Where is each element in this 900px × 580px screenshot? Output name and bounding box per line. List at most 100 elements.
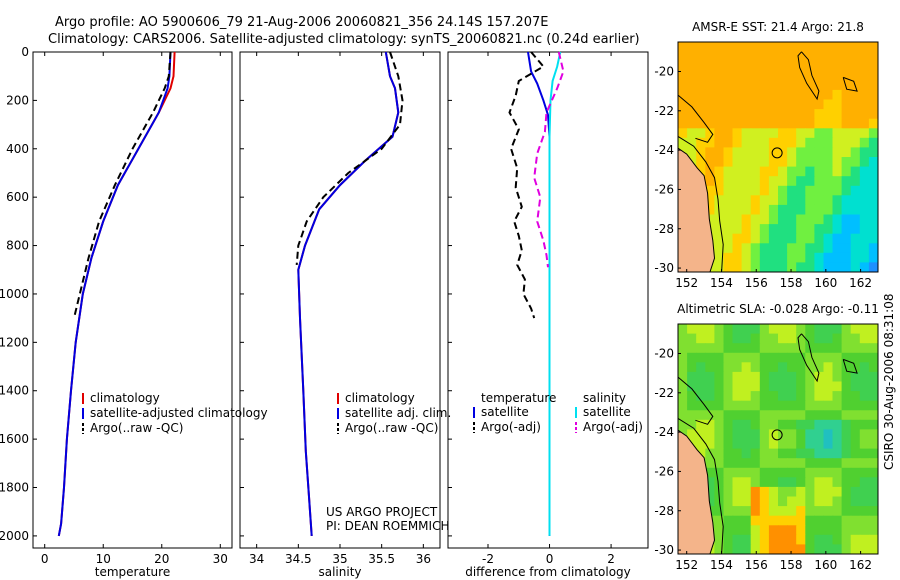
map-cell [759,262,770,272]
map-cell [732,185,743,196]
map-cell [805,214,815,225]
map-cell [696,128,706,139]
header-line1: Argo profile: AO 5900606_79 21-Aug-2006 … [55,15,548,30]
x-tick-label: 158 [780,276,803,290]
map-cell [796,525,806,536]
map-cell [841,99,852,110]
map-cell [787,544,797,554]
map-cell [723,233,734,244]
map-cell [841,214,852,225]
map-cell [859,61,870,72]
map-cell [759,410,770,421]
map-cell [823,204,834,216]
map-cell [750,477,761,488]
map-cell [705,195,715,206]
map-cell [805,486,815,498]
map-cell [805,137,815,148]
map-cell [705,419,715,430]
map-cell [732,89,743,101]
map-cell [859,343,870,354]
map-cell [814,51,825,62]
map-cell [759,419,770,430]
map-cell [723,352,734,363]
map-cell [750,252,761,263]
map-cell [841,89,852,101]
map-cell [796,243,806,254]
map-cell [778,324,788,335]
map-cell [787,458,797,469]
map-cell [796,515,806,526]
map-cell [723,243,734,254]
map-cell [814,410,825,421]
map-cell [778,243,788,254]
map-cell [859,185,870,196]
map-cell [768,410,779,421]
map-cell [796,439,806,450]
map-cell [778,70,788,81]
map-cell [759,515,770,526]
map-cell [714,515,725,526]
map-cell [750,42,761,53]
map-cell [859,477,870,488]
x-tick-label: 20 [154,552,169,566]
map-cell [832,525,843,536]
map-cell [796,324,806,335]
map-cell [850,439,861,450]
map-cell [841,439,852,450]
map-cell [741,109,752,120]
map-cell [759,343,770,354]
map-cell [723,185,734,196]
map-cell [778,352,788,363]
map-cell [678,61,688,72]
map-cell [859,352,870,363]
legend-label: Argo(-adj) [481,420,541,434]
y-tick-label: 200 [6,93,29,107]
map-cell [787,118,797,129]
sst-map-panel: AMSR-E SST: 21.4 Argo: 21.8 152 154 156 158 1… [654,20,879,290]
map-cell [859,544,870,554]
map-cell [868,109,878,120]
map-cell [768,262,779,272]
map-cell [868,176,878,187]
map-cell [714,429,725,440]
map-cell [723,343,734,354]
map-cell [832,70,843,81]
map-cell [732,419,743,430]
map-cell [714,381,725,392]
map-cell [787,224,797,235]
map-cell [759,137,770,148]
map-cell [759,486,770,498]
map-cell [832,80,843,91]
map-cell [696,42,706,53]
map-cell [714,51,725,62]
map-cell [832,467,843,478]
map-cell [768,204,779,216]
map-cell [868,439,878,450]
map-cell [796,214,806,225]
map-cell [805,467,815,478]
map-cell [759,477,770,488]
map-cell [750,496,761,507]
map-title: AMSR-E SST: 21.4 Argo: 21.8 [692,20,864,34]
map-cell [732,195,743,206]
map-cell [868,185,878,196]
map-cell [705,176,715,187]
map-cell [805,252,815,263]
map-cell [814,157,825,168]
map-cell [841,243,852,254]
map-cell [687,352,697,363]
map-cell [696,157,706,168]
map-cell [814,391,825,402]
map-cell [859,458,870,469]
map-cell [714,534,725,545]
map-cell [796,458,806,469]
map-cell [778,214,788,225]
map-cell [823,429,834,440]
map-cell [678,362,688,373]
map-cell [823,252,834,263]
map-cell [723,391,734,402]
map-cell [796,333,806,344]
map-cell [768,61,779,72]
map-cell [678,381,688,392]
map-cell [850,70,861,81]
